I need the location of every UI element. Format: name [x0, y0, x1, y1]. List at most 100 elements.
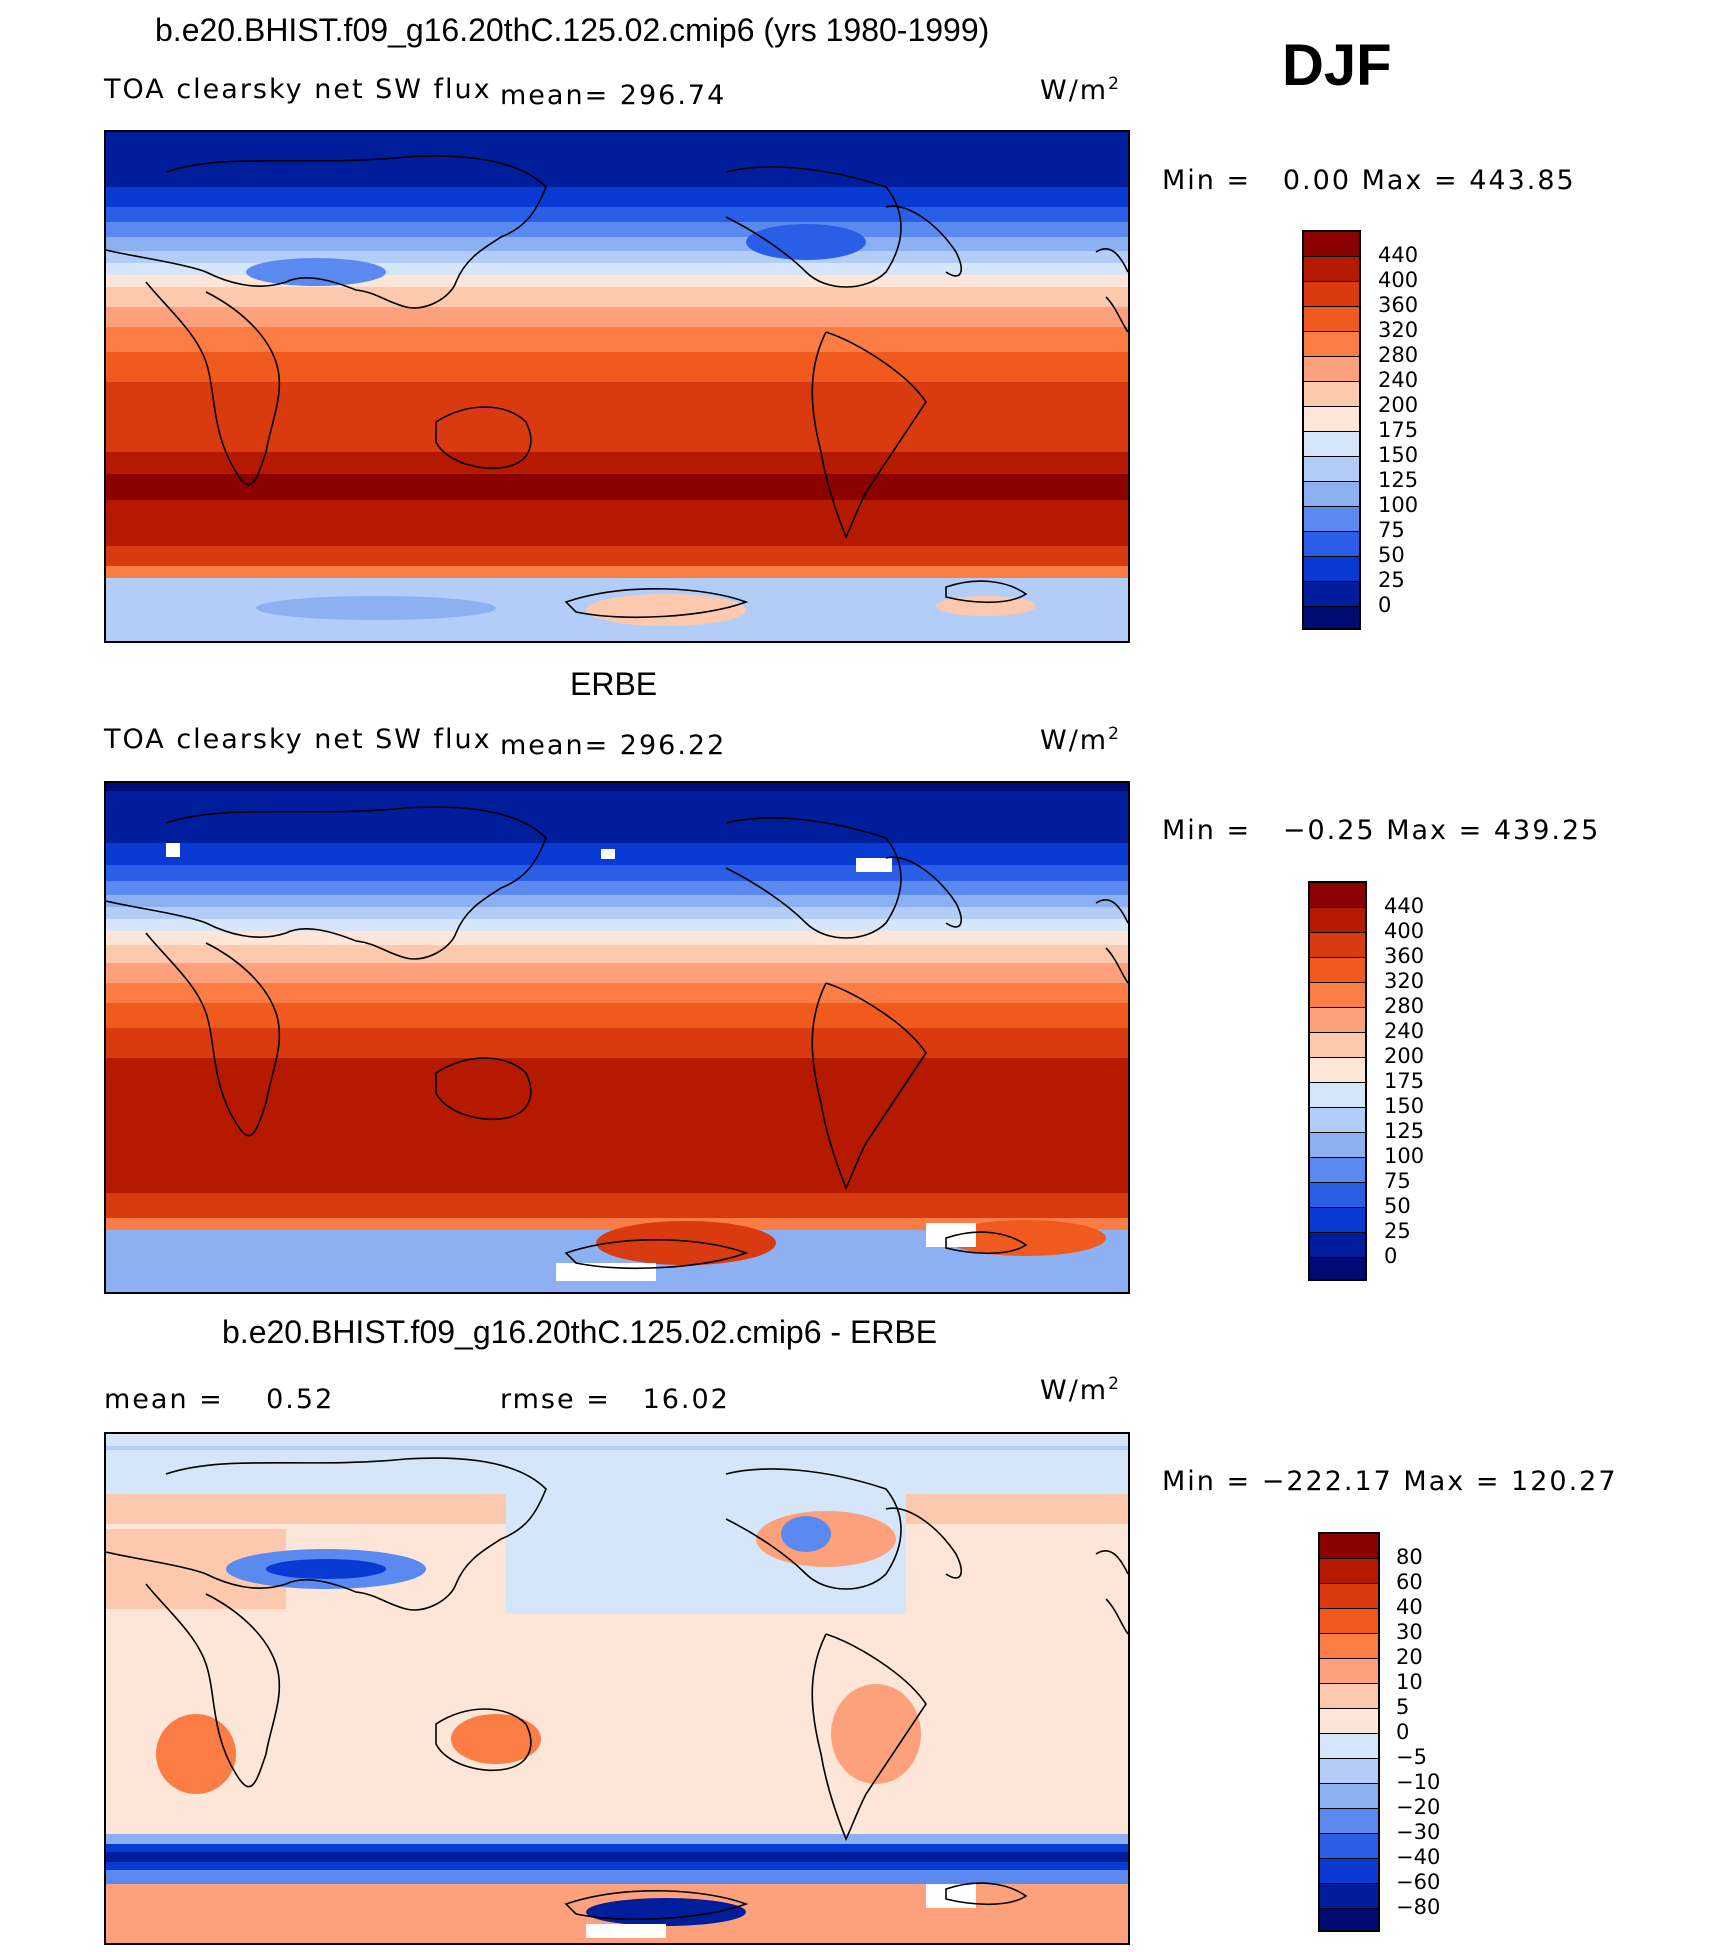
colorbar-tick: 5: [1396, 1695, 1410, 1719]
panel1-mean: mean= 296.74: [500, 80, 726, 111]
colorbar-tick: 0: [1384, 1244, 1398, 1268]
colorbar-tick: 50: [1378, 543, 1405, 567]
colorbar-tick: 400: [1378, 268, 1419, 292]
colorbar-tick: 280: [1378, 343, 1419, 367]
panel2-mean: mean= 296.22: [500, 730, 726, 761]
colorbar-tick: 320: [1378, 318, 1419, 342]
colorbar-tick: 360: [1384, 944, 1425, 968]
colorbar-tick: −80: [1396, 1895, 1441, 1919]
panel1-colorbar-box: [1304, 582, 1359, 607]
colorbar-tick: 100: [1378, 493, 1419, 517]
panel1-colorbar-box: [1304, 232, 1359, 257]
colorbar-tick: 320: [1384, 969, 1425, 993]
panel2-units: W/m2: [1040, 724, 1121, 756]
panel1-units: W/m2: [1040, 74, 1121, 106]
panel2-minmax: Min = −0.25 Max = 439.25: [1162, 815, 1601, 846]
panel1-colorbar-box: [1304, 482, 1359, 507]
colorbar-tick: 100: [1384, 1144, 1425, 1168]
panel3-mean: mean = 0.52: [104, 1384, 334, 1415]
colorbar-tick: 25: [1384, 1219, 1411, 1243]
colorbar-tick: −10: [1396, 1770, 1441, 1794]
panel3-mean-label: mean =: [104, 1384, 224, 1415]
panel1-colorbar-box: [1304, 382, 1359, 407]
panel1-colorbar-box: [1304, 457, 1359, 482]
panel2-colorbar: [1308, 881, 1367, 1281]
panel3-units: W/m2: [1040, 1374, 1121, 1406]
colorbar-tick: 400: [1384, 919, 1425, 943]
panel2-mean-label: mean=: [500, 730, 610, 761]
colorbar-tick: 0: [1378, 593, 1392, 617]
colorbar-tick: 240: [1378, 368, 1419, 392]
colorbar-tick: 75: [1378, 518, 1405, 542]
colorbar-tick: −30: [1396, 1820, 1441, 1844]
colorbar-tick: 150: [1384, 1094, 1425, 1118]
panel1-mean-label: mean=: [500, 80, 610, 111]
panel2-mean-value: 296.22: [619, 730, 727, 761]
panel1-colorbar-box: [1304, 257, 1359, 282]
colorbar-tick: 240: [1384, 1019, 1425, 1043]
colorbar-tick: 50: [1384, 1194, 1411, 1218]
panel3-colorbar: [1318, 1532, 1380, 1932]
panel3-title: b.e20.BHIST.f09_g16.20thC.125.02.cmip6 -…: [222, 1314, 938, 1350]
panel1-colorbar-box: [1304, 557, 1359, 582]
season-label: DJF: [1282, 33, 1392, 98]
panel2-colorbar-ticks: 440 400 360 320 280 240 200 175 150 125 …: [1384, 894, 1424, 1269]
colorbar-tick: 40: [1396, 1595, 1423, 1619]
colorbar-tick: 0: [1396, 1720, 1410, 1744]
panel1-colorbar-box: [1304, 307, 1359, 332]
colorbar-tick: 10: [1396, 1670, 1423, 1694]
colorbar-tick: 175: [1378, 418, 1419, 442]
colorbar-tick: −60: [1396, 1870, 1441, 1894]
panel2-map: [104, 781, 1130, 1294]
colorbar-tick: 30: [1396, 1620, 1423, 1644]
colorbar-tick: −20: [1396, 1795, 1441, 1819]
panel1-colorbar-box: [1304, 332, 1359, 357]
panel2-variable-label: TOA clearsky net SW flux: [104, 724, 492, 755]
colorbar-tick: 360: [1378, 293, 1419, 317]
panel1-title: b.e20.BHIST.f09_g16.20thC.125.02.cmip6 (…: [155, 12, 990, 48]
panel1-colorbar-box: [1304, 607, 1359, 628]
panel3-minmax: Min = −222.17 Max = 120.27: [1162, 1466, 1618, 1497]
colorbar-tick: 80: [1396, 1545, 1423, 1569]
panel3-mean-value: 0.52: [266, 1384, 335, 1415]
panel3-rmse: rmse = 16.02: [500, 1384, 730, 1415]
panel1-colorbar-box: [1304, 407, 1359, 432]
colorbar-tick: −5: [1396, 1745, 1427, 1769]
colorbar-tick: 200: [1378, 393, 1419, 417]
panel1-colorbar-box: [1304, 432, 1359, 457]
colorbar-tick: 200: [1384, 1044, 1425, 1068]
colorbar-tick: 125: [1378, 468, 1419, 492]
panel1-coastlines: [106, 155, 1128, 619]
panel1-colorbar-box: [1304, 532, 1359, 557]
panel1-colorbar-ticks: 440 400 360 320 280 240 200 175 150 125 …: [1378, 243, 1418, 618]
panel1-variable-label: TOA clearsky net SW flux: [104, 74, 492, 105]
colorbar-tick: 60: [1396, 1570, 1423, 1594]
panel1-bands: [106, 132, 1128, 641]
panel1-minmax: Min = 0.00 Max = 443.85: [1162, 165, 1576, 196]
panel3-map: [104, 1432, 1130, 1945]
panel1-colorbar-box: [1304, 357, 1359, 382]
colorbar-tick: 125: [1384, 1119, 1425, 1143]
panel1-map: [104, 130, 1130, 643]
panel1-colorbar-box: [1304, 282, 1359, 307]
panel3-rmse-value: 16.02: [642, 1384, 730, 1415]
colorbar-tick: 20: [1396, 1645, 1423, 1669]
panel3-coastlines: [106, 1457, 1128, 1921]
colorbar-tick: 25: [1378, 568, 1405, 592]
colorbar-tick: −40: [1396, 1845, 1441, 1869]
panel2-bands: [106, 783, 1128, 1292]
panel3-rmse-label: rmse =: [500, 1384, 611, 1415]
panel2-coastlines: [106, 806, 1128, 1270]
colorbar-tick: 440: [1384, 894, 1425, 918]
panel1-colorbar: [1302, 230, 1361, 630]
panel1-mean-value: 296.74: [619, 80, 727, 111]
colorbar-tick: 150: [1378, 443, 1419, 467]
colorbar-tick: 75: [1384, 1169, 1411, 1193]
panel3-colorbar-ticks: 80 60 40 30 20 10 5 0 −5 −10 −20 −30 −40…: [1396, 1545, 1440, 1920]
panel1-colorbar-box: [1304, 507, 1359, 532]
panel3-bands: [106, 1434, 1128, 1943]
colorbar-tick: 175: [1384, 1069, 1425, 1093]
panel2-title: ERBE: [570, 666, 658, 702]
colorbar-tick: 440: [1378, 243, 1419, 267]
colorbar-tick: 280: [1384, 994, 1425, 1018]
